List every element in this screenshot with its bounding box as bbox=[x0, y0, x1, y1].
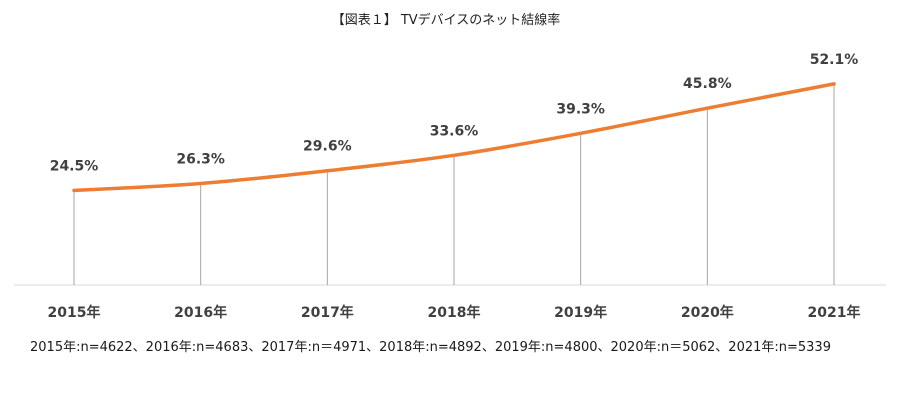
data-label-3: 29.6% bbox=[303, 139, 352, 155]
data-label-2: 26.3% bbox=[176, 151, 225, 167]
x-tick-label-3: 2017年 bbox=[301, 304, 354, 321]
data-label-7: 52.1% bbox=[810, 52, 859, 68]
series-line bbox=[72, 82, 836, 193]
data-label-5: 39.3% bbox=[556, 101, 605, 117]
x-tick-label-7: 2021年 bbox=[808, 304, 861, 321]
x-tick-label-1: 2015年 bbox=[48, 304, 101, 321]
x-tick-label-6: 2020年 bbox=[681, 304, 734, 321]
data-label-4: 33.6% bbox=[430, 123, 479, 139]
x-tick-labels: 2015年 2016年 2017年 2018年 2019年 2020年 2021年 bbox=[48, 304, 861, 321]
sample-size-note: 2015年:n=4622、2016年:n=4683、2017年:n＝4971、2… bbox=[30, 340, 831, 355]
data-label-1: 24.5% bbox=[50, 158, 99, 174]
series-group bbox=[72, 82, 836, 193]
data-label-6: 45.8% bbox=[683, 76, 732, 92]
x-tick-label-5: 2019年 bbox=[554, 304, 607, 321]
chart-title: 【図表１】 TVデバイスのネット結線率 bbox=[332, 12, 561, 28]
x-tick-label-4: 2018年 bbox=[428, 304, 481, 321]
x-tick-label-2: 2016年 bbox=[174, 304, 227, 321]
drop-lines bbox=[73, 83, 835, 285]
data-labels: 24.5% 26.3% 29.6% 33.6% 39.3% 45.8% 52.1% bbox=[50, 52, 859, 175]
